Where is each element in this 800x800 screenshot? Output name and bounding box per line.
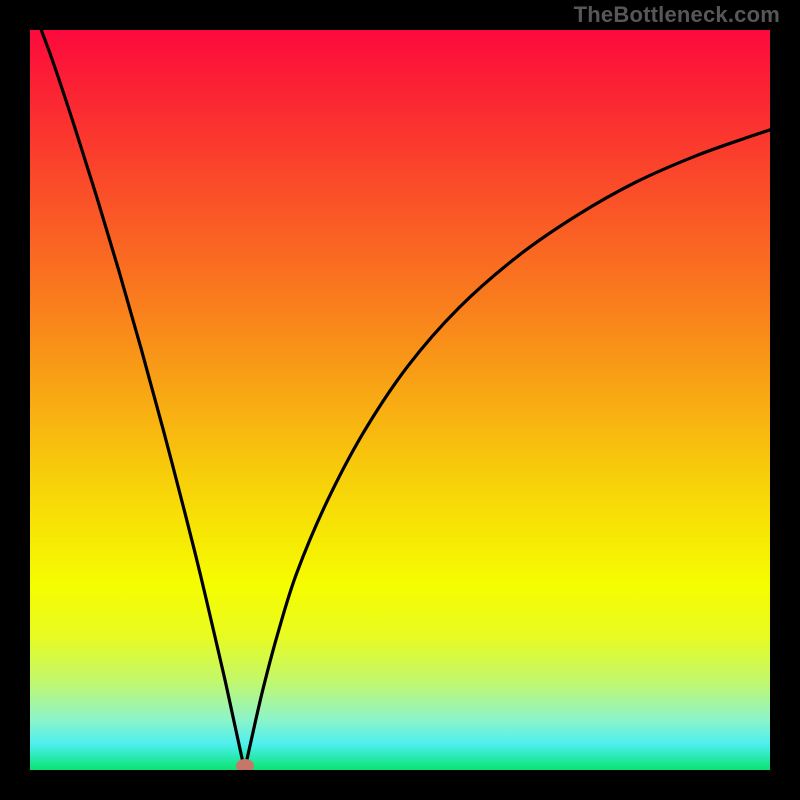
curve-minimum-marker [236,759,254,770]
watermark-text: TheBottleneck.com [574,2,780,28]
bottleneck-curve [30,30,770,770]
chart-curve-layer [30,30,770,770]
chart-plot-area [30,30,770,770]
